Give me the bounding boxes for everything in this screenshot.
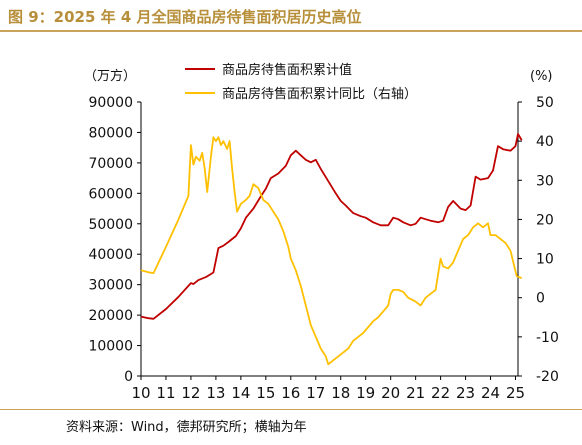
x-tick-label: 21 (406, 384, 425, 402)
right-tick-label: 50 (536, 95, 554, 111)
left-tick-label: 50000 (88, 217, 133, 233)
x-tick-label: 18 (331, 384, 350, 402)
left-tick-label: 70000 (88, 156, 133, 172)
x-tick-label: 22 (431, 384, 450, 402)
footer-rule (0, 409, 582, 410)
x-tick-label: 24 (481, 384, 500, 402)
left-tick-label: 0 (124, 369, 133, 385)
x-tick-label: 13 (206, 384, 225, 402)
left-axis-unit: （万方） (84, 68, 136, 84)
legend-label: 商品房待售面积累计值 (222, 62, 352, 78)
x-tick-label: 12 (181, 384, 200, 402)
title-rule (0, 30, 582, 32)
right-tick-label: 40 (536, 134, 554, 150)
left-tick-label: 80000 (88, 125, 133, 141)
right-tick-label: -10 (536, 330, 559, 346)
legend-label: 商品房待售面积累计同比（右轴） (222, 86, 417, 102)
series-line-area-yoy (140, 136, 523, 366)
series-line-area-cumulative (140, 133, 523, 320)
source-note: 资料来源：Wind，德邦研究所；横轴为年 (66, 420, 307, 435)
series-layer (140, 133, 523, 366)
left-tick-label: 30000 (88, 278, 133, 294)
left-tick-label: 90000 (88, 95, 133, 111)
right-tick-label: 20 (536, 212, 554, 228)
right-tick-label: 10 (536, 252, 554, 268)
left-tick-label: 60000 (88, 186, 133, 202)
x-tick-label: 23 (456, 384, 475, 402)
x-tick-label: 15 (256, 384, 275, 402)
figure-title: 图 9：2025 年 4 月全国商品房待售面积居历史高位 (8, 8, 362, 26)
x-tick-label: 10 (131, 384, 150, 402)
x-tick-label: 16 (281, 384, 300, 402)
x-tick-label: 14 (231, 384, 250, 402)
right-tick-label: 0 (536, 291, 545, 307)
right-tick-label: -20 (536, 369, 559, 385)
x-tick-label: 11 (156, 384, 175, 402)
right-tick-label: 30 (536, 173, 554, 189)
x-tick-label: 17 (306, 384, 325, 402)
right-axis-unit: (%) (530, 69, 553, 84)
left-tick-label: 20000 (88, 308, 133, 324)
axes: 0 10000 20000 30000 40000 50000 60000 70000 8000… (88, 95, 558, 402)
left-tick-label: 40000 (88, 247, 133, 263)
x-tick-label: 25 (506, 384, 525, 402)
x-tick-label: 19 (356, 384, 375, 402)
left-tick-label: 10000 (88, 339, 133, 355)
x-tick-label: 20 (381, 384, 400, 402)
